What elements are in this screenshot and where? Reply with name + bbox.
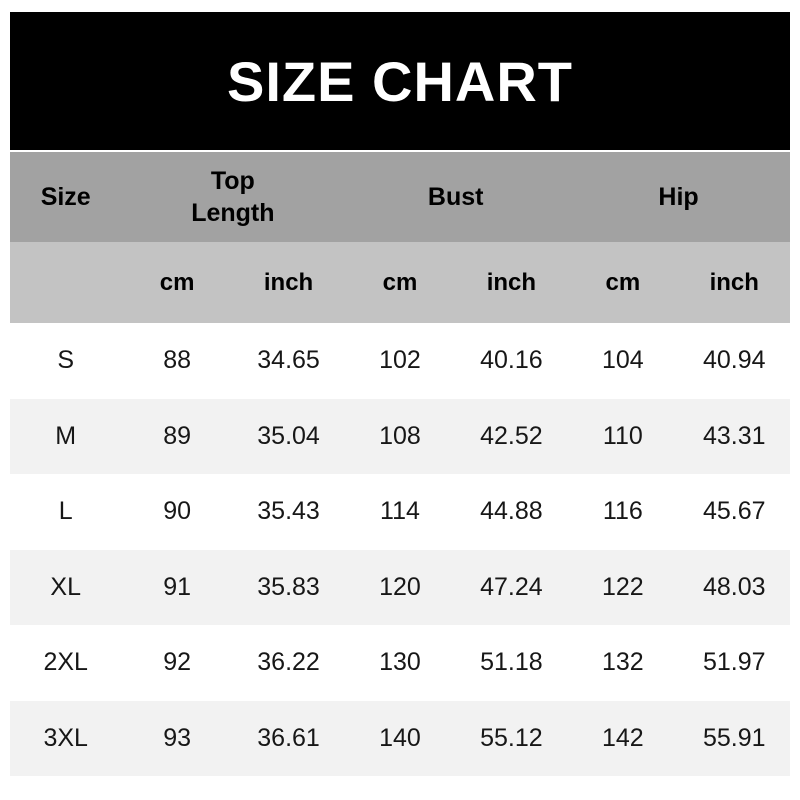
table-row-m: M 89 35.04 108 42.52 110 43.31 bbox=[10, 398, 790, 474]
page-title: SIZE CHART bbox=[227, 49, 573, 113]
table-units-row: cm inch cm inch cm inch bbox=[10, 242, 790, 323]
bust-inch-value: 51.18 bbox=[480, 648, 543, 677]
bust-inch-value: 55.12 bbox=[480, 723, 543, 752]
bust-cm-value: 130 bbox=[379, 648, 421, 677]
top-length-cm-value: 89 bbox=[163, 421, 192, 450]
title-bar: SIZE CHART bbox=[10, 12, 790, 150]
table-row-3xl: 3XL 93 36.61 140 55.12 142 55.91 bbox=[10, 700, 790, 776]
size-label: S bbox=[57, 346, 75, 375]
bust-inch-value: 47.24 bbox=[480, 572, 543, 601]
hip-inch-value: 48.03 bbox=[702, 572, 766, 601]
top-length-inch-value: 34.65 bbox=[257, 346, 320, 375]
table-row-l: L 90 35.43 114 44.88 116 45.67 bbox=[10, 474, 790, 550]
unit-top-length-inch: inch bbox=[263, 268, 314, 296]
top-length-inch-value: 36.61 bbox=[257, 723, 320, 752]
hip-cm-value: 104 bbox=[601, 346, 644, 375]
hip-inch-value: 45.67 bbox=[702, 497, 766, 526]
hip-inch-value: 55.91 bbox=[702, 723, 766, 752]
column-header-bust: Bust bbox=[427, 182, 484, 211]
unit-hip-inch: inch bbox=[709, 268, 759, 296]
table-row-s: S 88 34.65 102 40.16 104 40.94 bbox=[10, 323, 790, 399]
unit-hip-cm: cm bbox=[605, 268, 641, 296]
size-chart-table: Size Top Length Bust Hip cm inch cm inch… bbox=[10, 152, 790, 776]
hip-cm-value: 110 bbox=[602, 421, 643, 450]
column-header-size: Size bbox=[40, 182, 91, 211]
unit-bust-cm: cm bbox=[382, 268, 418, 296]
column-header-top-length: Top Length bbox=[191, 166, 275, 228]
top-length-inch-value: 36.22 bbox=[257, 648, 320, 677]
hip-inch-value: 43.31 bbox=[702, 421, 766, 450]
size-label: L bbox=[58, 497, 73, 526]
unit-top-length-cm: cm bbox=[159, 268, 195, 296]
bust-inch-value: 42.52 bbox=[480, 421, 543, 450]
bust-cm-value: 108 bbox=[379, 421, 421, 450]
top-length-inch-value: 35.04 bbox=[257, 421, 320, 450]
hip-cm-value: 122 bbox=[601, 572, 644, 601]
hip-inch-value: 40.94 bbox=[702, 346, 766, 375]
top-length-inch-value: 35.43 bbox=[257, 497, 320, 526]
unit-bust-inch: inch bbox=[486, 268, 537, 296]
size-label: M bbox=[55, 421, 77, 450]
top-length-cm-value: 92 bbox=[163, 648, 192, 677]
top-length-cm-value: 93 bbox=[163, 723, 192, 752]
bust-cm-value: 140 bbox=[379, 723, 421, 752]
hip-cm-value: 142 bbox=[601, 723, 644, 752]
top-length-cm-value: 90 bbox=[163, 497, 192, 526]
size-label: XL bbox=[50, 572, 81, 601]
table-row-2xl: 2XL 92 36.22 130 51.18 132 51.97 bbox=[10, 625, 790, 701]
hip-inch-value: 51.97 bbox=[702, 648, 766, 677]
hip-cm-value: 132 bbox=[601, 648, 644, 677]
size-label: 3XL bbox=[43, 723, 88, 752]
hip-cm-value: 116 bbox=[602, 497, 643, 526]
column-header-hip: Hip bbox=[658, 182, 699, 211]
top-length-inch-value: 35.83 bbox=[257, 572, 320, 601]
bust-inch-value: 44.88 bbox=[480, 497, 543, 526]
bust-cm-value: 120 bbox=[379, 572, 421, 601]
top-length-cm-value: 88 bbox=[163, 346, 192, 375]
bust-inch-value: 40.16 bbox=[480, 346, 543, 375]
bust-cm-value: 102 bbox=[379, 346, 421, 375]
top-length-cm-value: 91 bbox=[163, 572, 192, 601]
table-header-row: Size Top Length Bust Hip bbox=[10, 152, 790, 242]
table-row-xl: XL 91 35.83 120 47.24 122 48.03 bbox=[10, 549, 790, 625]
size-label: 2XL bbox=[43, 648, 88, 677]
bust-cm-value: 114 bbox=[380, 497, 420, 526]
